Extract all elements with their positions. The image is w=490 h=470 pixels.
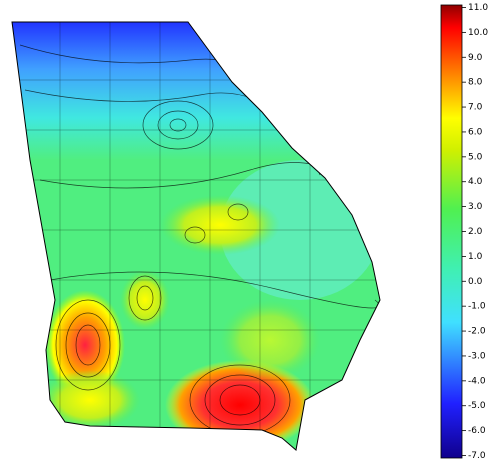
state-outline — [11, 21, 381, 451]
colorbar-tick-label: 1.0 — [468, 252, 483, 262]
colorbar-tick-label: -6.0 — [468, 426, 486, 436]
colorbar-tick-label: -2.0 — [468, 327, 486, 337]
colorbar-tick-label: -3.0 — [468, 351, 486, 361]
colorbar-tick-label: 6.0 — [468, 127, 483, 137]
colorbar-tick-label: 4.0 — [468, 177, 483, 187]
colorbar-tick-label: 5.0 — [468, 152, 483, 162]
colorbar-tick-label: -5.0 — [468, 401, 486, 411]
colorbar-tick-label: 3.0 — [468, 202, 483, 212]
colorbar-tick-label: 9.0 — [468, 53, 483, 63]
colorbar-tick-label: 7.0 — [468, 103, 483, 113]
colorbar-tick-label: 10.0 — [468, 28, 488, 38]
colorbar-tick-label: -4.0 — [468, 376, 486, 386]
colorbar-tick-label: -1.0 — [468, 302, 486, 312]
colorbar-tick-label: -7.0 — [468, 451, 486, 461]
colorbar-tick-label: 11.0 — [468, 3, 488, 13]
colorbar — [440, 4, 463, 459]
colorbar-tick-label: 2.0 — [468, 227, 483, 237]
state-map — [12, 22, 380, 450]
colorbar-tick-label: 0.0 — [468, 277, 483, 287]
colorbar-tick-label: 8.0 — [468, 78, 483, 88]
